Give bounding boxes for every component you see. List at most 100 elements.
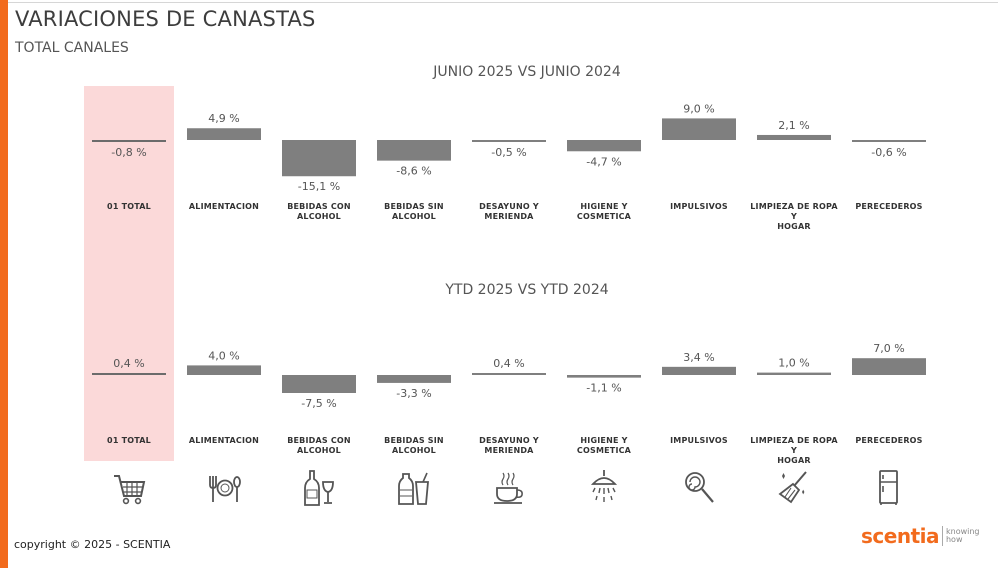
chart-title-junio: JUNIO 2025 VS JUNIO 2024 (433, 64, 621, 80)
category-label-line1: HIGIENE Y (580, 202, 628, 211)
soda-bottle-icon (396, 468, 432, 508)
bar-s2-3 (377, 375, 451, 383)
category-label-s1-8: PERECEDEROS (841, 202, 937, 212)
category-label-line1: 01 TOTAL (107, 202, 151, 211)
bar-s2-8 (852, 358, 926, 375)
data-label-s1-2: -15,1 % (298, 180, 340, 193)
category-label-s2-6: IMPULSIVOS (651, 436, 747, 446)
category-label-s2-7: LIMPIEZA DE ROPA Y HOGAR (746, 436, 842, 466)
bar-s1-2 (282, 140, 356, 177)
logo-tagline-2: how (945, 535, 963, 544)
category-label-line2: ALCOHOL (297, 446, 341, 455)
bar-s1-0 (92, 140, 166, 142)
wine-bottle-icon (301, 468, 337, 508)
category-label-line2: HOGAR (777, 456, 811, 465)
category-label-line2: ALCOHOL (392, 212, 436, 221)
category-label-line2: ALCOHOL (297, 212, 341, 221)
data-label-s2-4: 0,4 % (493, 357, 524, 370)
data-label-s2-6: 3,4 % (683, 351, 714, 364)
category-label-line2: COSMETICA (576, 446, 632, 455)
category-label-s1-6: IMPULSIVOS (651, 202, 747, 212)
bar-s2-4 (472, 373, 546, 375)
data-label-s2-7: 1,0 % (778, 357, 809, 370)
bar-s2-1 (187, 365, 261, 375)
category-label-line1: PERECEDEROS (855, 436, 923, 445)
category-label-line1: IMPULSIVOS (670, 436, 728, 445)
category-label-line1: BEBIDAS CON (287, 436, 351, 445)
bar-s1-8 (852, 140, 926, 142)
data-label-s1-3: -8,6 % (396, 165, 431, 178)
category-label-s1-0: 01 TOTAL (81, 202, 177, 212)
bar-s2-2 (282, 375, 356, 393)
category-label-s2-0: 01 TOTAL (81, 436, 177, 446)
coffee-cup-icon (491, 468, 527, 508)
category-label-line1: ALIMENTACION (188, 436, 260, 445)
data-label-s1-1: 4,9 % (208, 112, 239, 125)
cutlery-icon (206, 468, 242, 508)
data-label-s1-5: -4,7 % (586, 155, 621, 168)
data-label-s1-0: -0,8 % (111, 146, 146, 159)
top-divider (8, 2, 998, 3)
page-title: VARIACIONES DE CANASTAS (15, 7, 316, 31)
data-label-s1-7: 2,1 % (778, 119, 809, 132)
category-label-line1: PERECEDEROS (855, 202, 923, 211)
category-label-line1: BEBIDAS SIN (384, 436, 444, 445)
category-label-s2-1: ALIMENTACION (176, 436, 272, 446)
bar-s2-0 (92, 373, 166, 375)
bar-s1-3 (377, 140, 451, 161)
category-label-line1: ALIMENTACION (188, 202, 260, 211)
category-label-s2-5: HIGIENE Y COSMETICA (556, 436, 652, 456)
data-label-s2-1: 4,0 % (208, 349, 239, 362)
page-subtitle: TOTAL CANALES (15, 40, 129, 56)
data-label-s2-2: -7,5 % (301, 397, 336, 410)
cart-icon (111, 468, 147, 508)
broom-icon (776, 468, 812, 508)
lollipop-icon (681, 468, 717, 508)
logo-tagline: knowing how (946, 528, 980, 544)
category-label-s1-3: BEBIDAS SIN ALCOHOL (366, 202, 462, 222)
data-label-s2-5: -1,1 % (586, 382, 621, 395)
category-label-line1: LIMPIEZA DE ROPA Y (750, 202, 838, 221)
logo-separator (941, 526, 943, 546)
category-label-line1: BEBIDAS CON (287, 202, 351, 211)
bar-s1-4 (472, 140, 546, 142)
category-label-line1: BEBIDAS SIN (384, 202, 444, 211)
copyright-text: copyright © 2025 - SCENTIA (14, 538, 171, 551)
category-label-line1: HIGIENE Y (580, 436, 628, 445)
category-label-line1: DESAYUNO Y (479, 436, 539, 445)
category-label-s2-2: BEBIDAS CON ALCOHOL (271, 436, 367, 456)
category-label-line2: MERIENDA (484, 446, 534, 455)
category-label-line1: 01 TOTAL (107, 436, 151, 445)
category-label-line1: IMPULSIVOS (670, 202, 728, 211)
bar-s1-5 (567, 140, 641, 152)
category-label-s2-8: PERECEDEROS (841, 436, 937, 446)
category-label-s1-4: DESAYUNO Y MERIENDA (461, 202, 557, 222)
category-label-s1-1: ALIMENTACION (176, 202, 272, 212)
category-label-line2: MERIENDA (484, 212, 534, 221)
bar-s2-7 (757, 372, 831, 375)
chart-title-ytd: YTD 2025 VS YTD 2024 (445, 282, 609, 298)
shower-icon (586, 468, 622, 508)
category-label-s1-7: LIMPIEZA DE ROPA Y HOGAR (746, 202, 842, 232)
category-label-s1-2: BEBIDAS CON ALCOHOL (271, 202, 367, 222)
category-label-line1: LIMPIEZA DE ROPA Y (750, 436, 838, 455)
data-label-s2-3: -3,3 % (396, 387, 431, 400)
logo-wordmark: scentia (861, 524, 939, 548)
category-label-line2: ALCOHOL (392, 446, 436, 455)
total-column-highlight (84, 86, 174, 461)
data-label-s1-6: 9,0 % (683, 102, 714, 115)
bar-s2-5 (567, 375, 641, 378)
category-label-s2-4: DESAYUNO Y MERIENDA (461, 436, 557, 456)
data-label-s1-8: -0,6 % (871, 146, 906, 159)
data-label-s1-4: -0,5 % (491, 146, 526, 159)
data-label-s2-0: 0,4 % (113, 357, 144, 370)
scentia-logo: scentia knowing how (861, 524, 980, 548)
category-label-s1-5: HIGIENE Y COSMETICA (556, 202, 652, 222)
fridge-icon (871, 468, 907, 508)
category-label-line1: DESAYUNO Y (479, 202, 539, 211)
category-label-line2: HOGAR (777, 222, 811, 231)
bar-s1-6 (662, 118, 736, 140)
logo-tagline-1: knowing (945, 527, 980, 536)
data-label-s2-8: 7,0 % (873, 342, 904, 355)
